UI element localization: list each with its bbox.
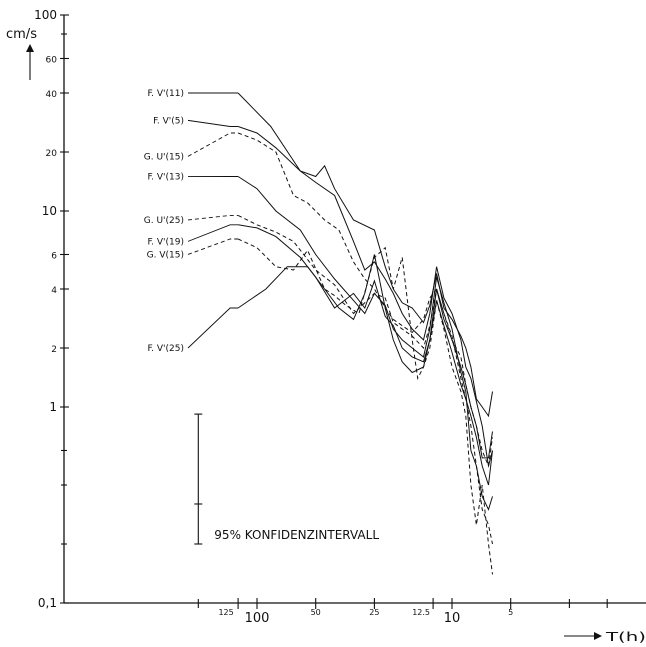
series-line-g-u-25 — [237, 214, 493, 545]
series-leader-f-v-25 — [187, 307, 239, 349]
ci-label: 95% KONFIDENZINTERVALL — [214, 528, 379, 542]
x-tick-label-12-5: 12.5 — [412, 608, 430, 617]
y-tick-label-1: 1 — [49, 400, 57, 414]
x-tick-label-100: 100 — [245, 611, 270, 626]
y-tick-label-6: 6 — [51, 251, 57, 261]
series-label-g-u-15: G. U'(15) — [144, 152, 184, 162]
series-label-g-v-15: G. V(15) — [147, 250, 184, 260]
series-line-f-v-11 — [237, 92, 493, 418]
y-tick-label-100: 100 — [34, 8, 57, 22]
x-tick-label-10: 10 — [444, 611, 461, 626]
series-label-f-v-25: F. V'(25) — [147, 344, 184, 354]
x-axis-arrow-head — [594, 632, 602, 640]
series-line-f-v-5 — [237, 126, 493, 467]
y-tick-label-2: 2 — [51, 345, 57, 355]
y-tick-label-10: 10 — [42, 204, 57, 218]
y-tick-label-0-1: 0,1 — [38, 596, 57, 610]
y-tick-label-4: 4 — [51, 286, 57, 296]
y-axis: 100 60 40 20 10 6 4 2 1 0,1 cm/s — [6, 8, 69, 610]
series-label-f-v-5: F. V'(5) — [153, 116, 184, 126]
y-tick-label-40: 40 — [46, 90, 58, 100]
confidence-interval: 95% KONFIDENZINTERVALL — [194, 413, 379, 545]
series-line-g-u-15 — [237, 132, 493, 468]
series-label-f-v-11: F. V'(11) — [147, 89, 184, 99]
series-leader-g-u-15 — [187, 132, 239, 157]
series-leader-g-v-15 — [187, 238, 239, 255]
x-axis: 125 100 50 25 12.5 10 5 T(h) — [64, 598, 646, 644]
series-line-f-v-13 — [237, 176, 493, 511]
series-label-f-v-13: F. V'(13) — [147, 172, 184, 182]
x-ticks: 125 100 50 25 12.5 10 5 — [197, 598, 608, 626]
x-axis-label: T(h) — [604, 630, 646, 644]
series-label-f-v-19: F. V'(19) — [147, 237, 184, 247]
y-tick-label-20: 20 — [46, 149, 58, 159]
series-leader-f-v-19 — [187, 224, 239, 242]
y-axis-arrow-head — [26, 44, 34, 52]
series-label-g-u-25: G. U'(25) — [144, 216, 184, 226]
series-leader-g-u-25 — [187, 214, 239, 221]
series-layer — [237, 92, 493, 575]
y-tick-label-60: 60 — [46, 55, 58, 65]
y-axis-label: cm/s — [6, 27, 37, 42]
series-labels: F. V'(11) F. V'(5) G. U'(15) F. V'(13) G. U'… — [144, 89, 239, 354]
series-leader-f-v-5 — [187, 119, 239, 127]
x-tick-label-50: 50 — [311, 608, 321, 617]
series-line-f-v-25 — [237, 254, 493, 486]
x-tick-label-125: 125 — [218, 608, 233, 617]
y-ticks: 100 60 40 20 10 6 4 2 1 0,1 — [34, 8, 69, 610]
x-tick-label-25: 25 — [369, 608, 379, 617]
x-tick-label-5: 5 — [508, 608, 513, 617]
